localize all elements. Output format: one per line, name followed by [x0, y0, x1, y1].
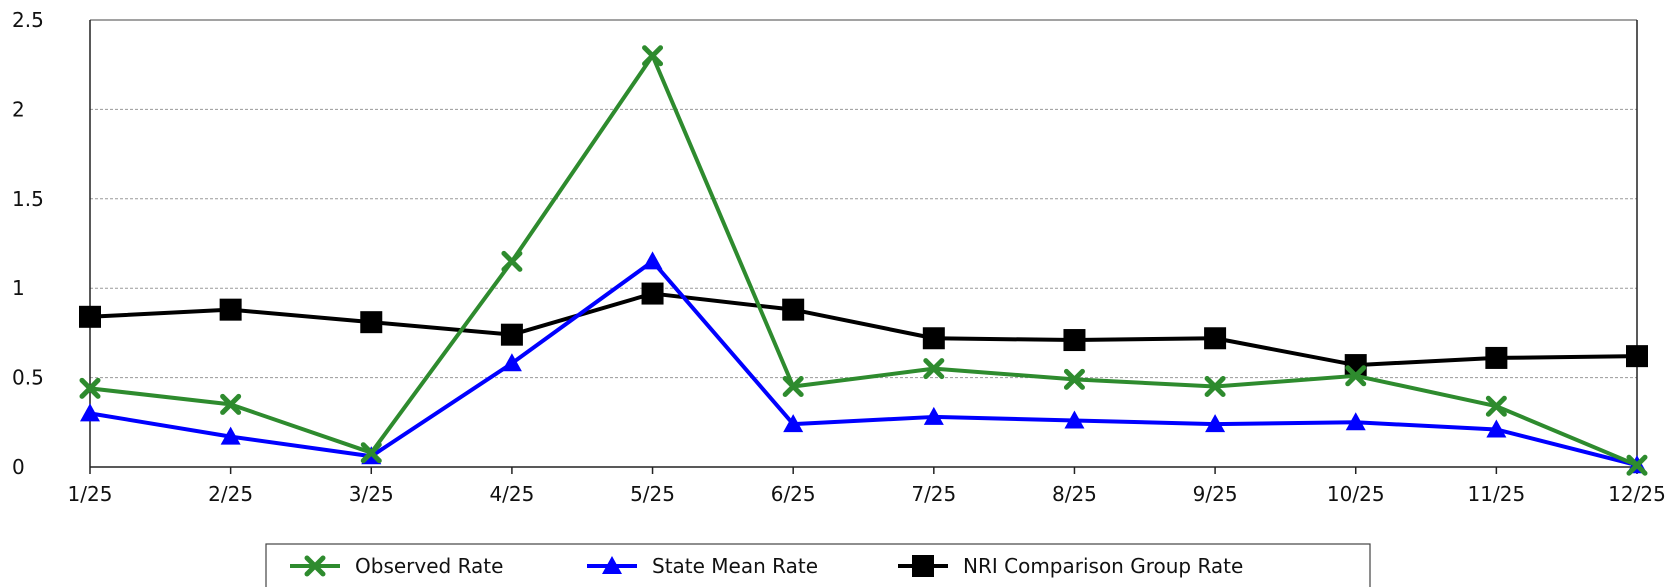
x-marker-stroke	[360, 442, 382, 464]
square-marker	[500, 323, 523, 346]
x-tick-label: 7/25	[911, 482, 956, 506]
y-tick-label: 1	[12, 276, 25, 300]
series-group	[79, 45, 1648, 476]
x-marker	[1204, 376, 1226, 398]
x-marker-stroke	[1063, 368, 1085, 390]
x-marker-stroke	[1345, 365, 1367, 387]
triangle-marker	[923, 406, 944, 425]
legend-item: State Mean Rate	[587, 554, 818, 578]
x-tick-label: 9/25	[1193, 482, 1238, 506]
x-marker	[220, 393, 242, 415]
grid-lines	[90, 108, 1637, 379]
x-marker-stroke	[782, 376, 804, 398]
y-tick-label: 0.5	[12, 366, 44, 390]
square-marker	[1626, 345, 1648, 368]
square-marker	[782, 298, 805, 321]
x-tick-label: 3/25	[349, 482, 394, 506]
y-tick-label: 2.5	[12, 8, 44, 32]
y-axis-ticks: 0 0.5 1 1.5 2 2.5	[12, 8, 44, 479]
x-marker	[1345, 365, 1367, 387]
triangle-marker	[501, 353, 522, 372]
x-tick-label: 12/25	[1608, 482, 1666, 506]
x-marker-stroke	[1626, 454, 1648, 476]
square-marker	[1485, 346, 1508, 369]
square-marker	[360, 311, 383, 334]
x-marker	[501, 250, 523, 272]
legend-label: Observed Rate	[355, 554, 503, 578]
x-marker-stroke	[304, 555, 326, 577]
square-marker	[79, 305, 101, 328]
x-marker-stroke	[79, 377, 101, 399]
series-observed-rate	[79, 45, 1648, 476]
series-line	[89, 291, 1638, 368]
square-marker	[1204, 327, 1227, 350]
y-tick-label: 2	[12, 97, 25, 121]
x-tick-label: 2/25	[208, 482, 253, 506]
triangle-marker	[80, 403, 100, 422]
legend: Observed Rate State Mean Rate NRI Comparis…	[265, 543, 1371, 587]
legend-item: NRI Comparison Group Rate	[898, 554, 1243, 578]
x-tick-label: 11/25	[1468, 482, 1526, 506]
y-tick-label: 1.5	[12, 187, 44, 211]
triangle-marker	[1064, 410, 1085, 429]
axes	[89, 19, 1638, 468]
x-marker	[360, 442, 382, 464]
triangle-marker	[1205, 414, 1226, 433]
x-marker-stroke	[1485, 395, 1507, 417]
x-marker-stroke	[501, 250, 523, 272]
x-tick-label: 8/25	[1052, 482, 1097, 506]
square-marker	[219, 298, 242, 321]
x-tick-label: 6/25	[771, 482, 816, 506]
x-marker	[1626, 454, 1648, 476]
x-marker	[642, 45, 664, 67]
x-marker	[782, 376, 804, 398]
x-marker-stroke	[220, 393, 242, 415]
triangle-marker	[1345, 412, 1366, 431]
square-marker	[1063, 329, 1086, 352]
triangle-marker	[220, 426, 241, 445]
triangle-marker	[602, 556, 622, 574]
triangle-marker	[1486, 419, 1507, 438]
series-nri-comparison-group-rate	[79, 282, 1648, 377]
square-marker	[922, 327, 945, 350]
x-tick-label: 1/25	[68, 482, 113, 506]
x-marker-stroke	[923, 358, 945, 380]
legend-label: NRI Comparison Group Rate	[963, 554, 1243, 578]
x-marker	[1063, 368, 1085, 390]
series-line	[89, 53, 1638, 468]
x-tick-label: 5/25	[630, 482, 675, 506]
x-marker	[304, 555, 326, 577]
triangle-marker	[642, 251, 663, 270]
square-marker	[641, 282, 664, 305]
x-marker	[923, 358, 945, 380]
x-tick-label: 4/25	[489, 482, 534, 506]
x-marker-stroke	[1204, 376, 1226, 398]
x-marker-stroke	[642, 45, 664, 67]
legend-item: Observed Rate	[290, 554, 503, 578]
square-marker	[912, 555, 934, 577]
series-line	[89, 259, 1638, 468]
legend-label: State Mean Rate	[652, 554, 818, 578]
triangle-marker	[783, 414, 804, 433]
x-marker	[1485, 395, 1507, 417]
x-axis-ticks: 1/25 2/25 3/25 4/25 5/25 6/25 7/25 8/25 9/25 10/2…	[68, 467, 1666, 506]
x-tick-label: 10/25	[1327, 482, 1385, 506]
x-marker	[79, 377, 101, 399]
y-tick-label: 0	[12, 455, 25, 479]
legend-box	[265, 543, 1371, 587]
